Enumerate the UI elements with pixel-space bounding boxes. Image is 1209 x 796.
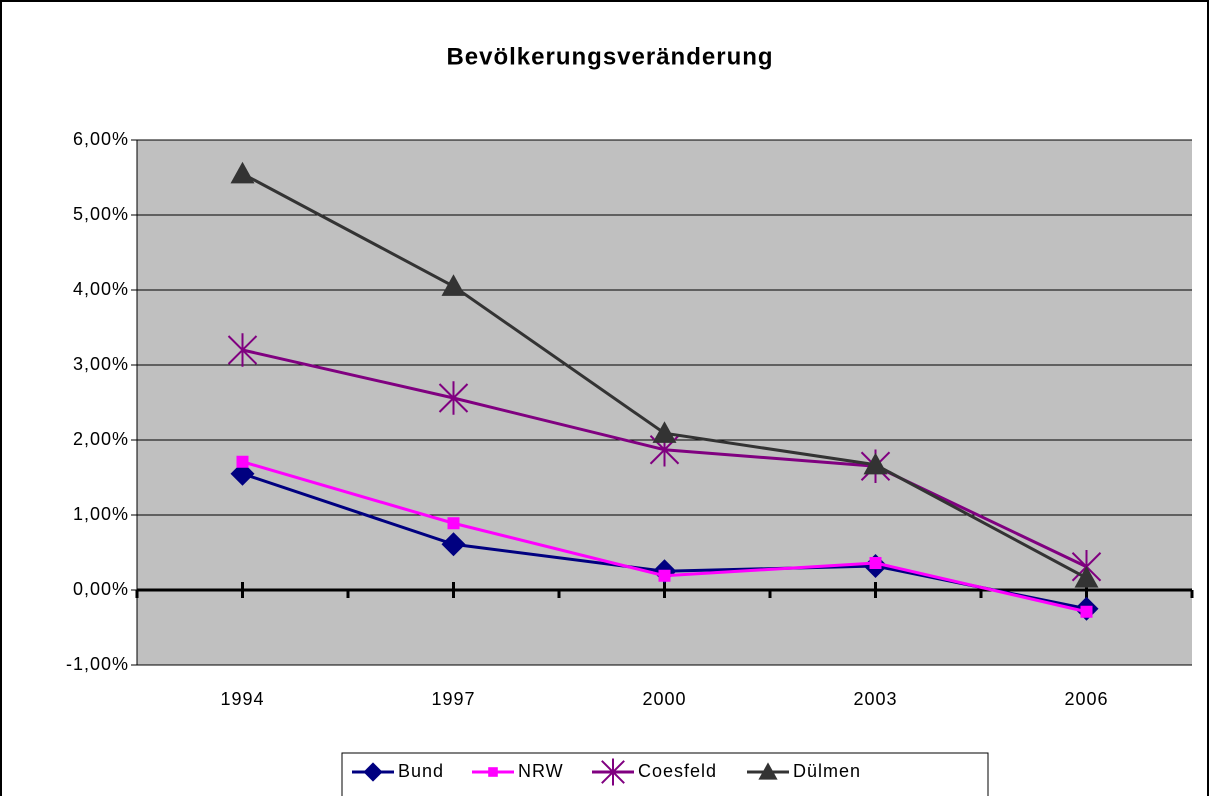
x-tick-label: 2003 (853, 689, 897, 709)
marker (447, 517, 460, 530)
legend-label: Dülmen (793, 761, 861, 781)
marker (230, 161, 255, 184)
marker (438, 381, 469, 415)
marker (1080, 605, 1093, 618)
y-tick-label: 2,00% (73, 429, 129, 449)
legend-marker (601, 758, 625, 786)
legend-label: Bund (398, 761, 444, 781)
legend-label: NRW (518, 761, 564, 781)
x-tick-label: 2000 (642, 689, 686, 709)
x-tick-label: 2006 (1064, 689, 1108, 709)
y-tick-label: 0,00% (73, 579, 129, 599)
y-tick-label: 4,00% (73, 279, 129, 299)
marker (1074, 566, 1099, 588)
marker (236, 455, 249, 468)
marker (658, 569, 671, 582)
marker (652, 421, 677, 443)
marker (441, 274, 466, 296)
y-tick-label: 5,00% (73, 204, 129, 224)
y-tick-label: 6,00% (73, 129, 129, 149)
chart-title: Bevölkerungsveränderung (446, 43, 773, 70)
marker (441, 532, 466, 557)
y-tick-label: -1,00% (66, 654, 129, 674)
legend-marker (363, 762, 383, 782)
y-tick-label: 1,00% (73, 504, 129, 524)
marker (227, 333, 258, 367)
legend-marker (758, 762, 778, 780)
y-tick-label: 3,00% (73, 354, 129, 374)
legend-label: Coesfeld (638, 761, 717, 781)
x-tick-label: 1997 (431, 689, 475, 709)
marker (863, 452, 888, 475)
x-tick-label: 1994 (220, 689, 264, 709)
marker (869, 557, 882, 569)
legend-marker (488, 767, 498, 777)
legend-box (341, 752, 989, 796)
